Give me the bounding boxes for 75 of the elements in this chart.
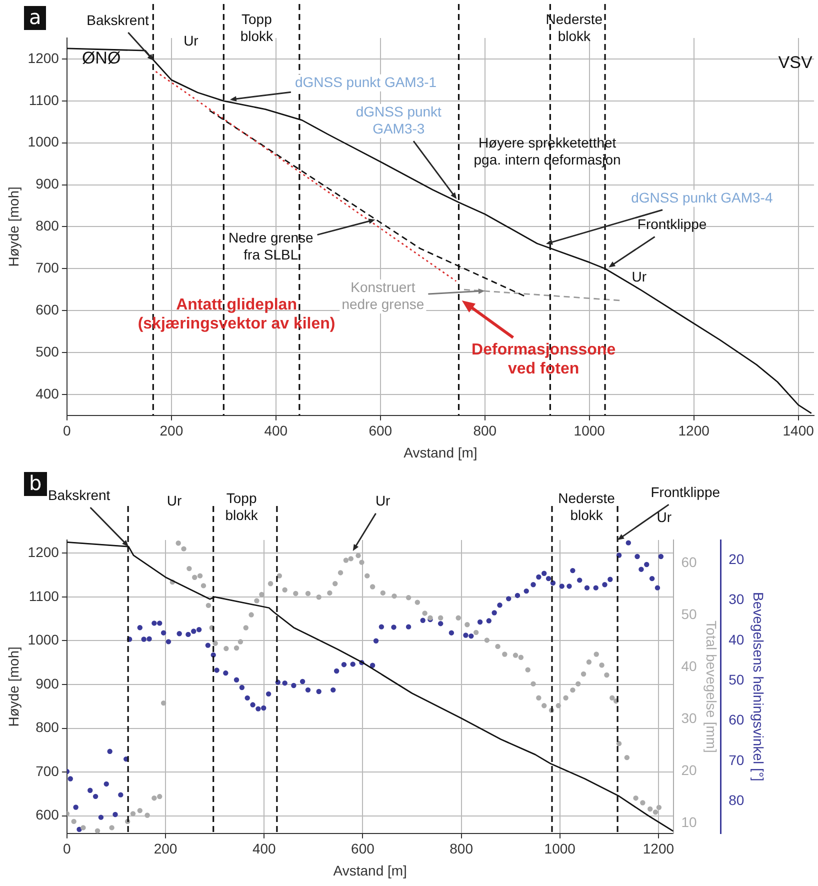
y-tick-label: 900 [36, 176, 60, 192]
annotation: Høyere sprekketetthet pga. intern deformasjon [474, 134, 621, 168]
annotation: Ur [375, 492, 391, 509]
x-tick-label: 800 [473, 422, 497, 439]
y-tick-label: 700 [36, 259, 60, 276]
y-tick-label: 1000 [28, 632, 60, 648]
x-tick-label: 200 [160, 422, 184, 439]
y-tick-label: 1200 [28, 50, 60, 66]
annotation: dGNSS punkt GAM3-3 [356, 103, 442, 136]
annotation: Topp blokk [240, 10, 274, 44]
x-tick-label: 400 [264, 422, 288, 439]
y3-tick-label: 30 [728, 591, 744, 608]
annotation: Antatt glideplan (skjæringsvektor av kilen) [138, 296, 336, 333]
y3-tick-label: 40 [728, 631, 744, 648]
annotation: Nederste blokk [546, 10, 603, 44]
y3-tick-label: 20 [728, 550, 744, 567]
y3-tick-label: 50 [728, 672, 744, 688]
y-tick-label: 1100 [28, 92, 60, 108]
annotation: dGNSS punkt GAM3-4 [631, 189, 773, 206]
y3-tick-label: 70 [728, 752, 744, 768]
y2-tick-label: 50 [681, 606, 698, 622]
y2-tick-label: 30 [681, 710, 698, 726]
y-tick-label: 1100 [28, 588, 60, 604]
y-axis-title: Høyde [moh] [5, 646, 22, 727]
y3-tick-label: 60 [728, 712, 744, 728]
annotation: Frontklippe [650, 484, 720, 500]
x-tick-label: 400 [252, 840, 276, 857]
x-tick-label: 1400 [782, 422, 814, 439]
x-tick-label: 200 [154, 840, 178, 857]
text: Nederste blokk [558, 490, 616, 524]
chart-title: a [24, 5, 46, 30]
x-tick-label: 600 [368, 422, 392, 439]
text: Ur [656, 508, 672, 525]
y3-tick-label: 80 [728, 792, 744, 808]
y-tick-label: 400 [36, 385, 60, 402]
y2-tick-label: 20 [681, 762, 698, 778]
y-tick-label: 700 [36, 762, 60, 779]
annotation: Bakskrent [48, 486, 110, 503]
y-tick-label: 800 [36, 719, 60, 736]
y-tick-label: 1000 [28, 134, 60, 150]
y-axis-title: Høyde [moh] [5, 186, 22, 267]
annotation: Nedre grense fra SLBL [228, 229, 314, 262]
y-tick-label: 500 [36, 343, 60, 360]
y-tick-label: 800 [36, 218, 60, 234]
chart-title: b [24, 471, 47, 496]
annotation: Ur [632, 268, 647, 285]
text: Ur [166, 492, 182, 509]
y-tick-label: 600 [36, 301, 60, 318]
text: Topp blokk [225, 490, 259, 524]
y3-axis-title: Bevegelsens helningsvinkel [°] [750, 592, 767, 782]
y-tick-label: 600 [36, 806, 60, 823]
annotation: dGNSS punkt GAM3-1 [294, 74, 437, 90]
x-axis-title: Avstand [m] [404, 444, 478, 460]
y2-tick-label: 60 [681, 554, 698, 570]
annotation: Bakskrent [86, 12, 149, 28]
y2-tick-label: 40 [681, 658, 698, 674]
x-axis-title: Avstand [m] [333, 862, 407, 878]
x-tick-label: 1000 [574, 422, 606, 439]
annotation: VSV [778, 52, 813, 72]
x-tick-label: 1200 [642, 840, 674, 857]
x-tick-label: 0 [63, 840, 72, 857]
annotation: Konstruert nedre grense [342, 278, 424, 312]
x-tick-label: 800 [450, 840, 474, 857]
annotation: Deformasjonssone ved foten [472, 341, 616, 378]
y2-tick-label: 10 [681, 814, 698, 830]
x-tick-label: 0 [63, 422, 72, 439]
y2-axis-title: Total bevegelse [mm] [703, 620, 720, 753]
x-tick-label: 1000 [544, 840, 576, 857]
annotation: Frontklippe [637, 216, 707, 232]
x-tick-label: 600 [351, 840, 375, 857]
annotation: Ur [184, 32, 199, 49]
y-tick-label: 900 [36, 675, 60, 692]
x-tick-label: 1200 [678, 422, 710, 439]
annotation: ØNØ [82, 48, 121, 68]
y-tick-label: 1200 [28, 544, 60, 560]
